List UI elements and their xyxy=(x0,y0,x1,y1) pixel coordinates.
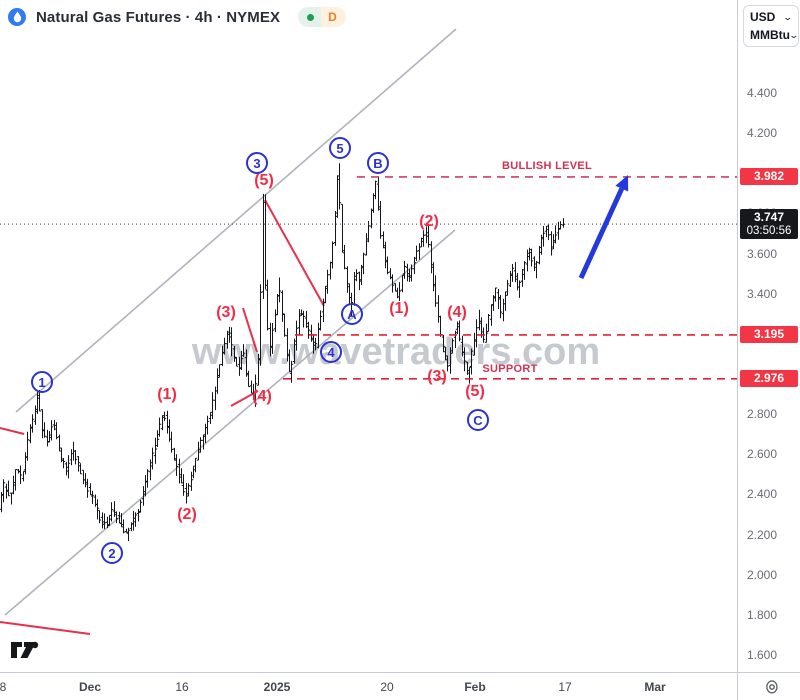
price-chart-canvas[interactable]: www.wavetraders.com xyxy=(0,0,737,672)
chevron-down-icon: ⌄ xyxy=(782,11,794,22)
elliott-wave-label: (4) xyxy=(447,304,467,321)
price-tick-label: 3.600 xyxy=(747,246,778,261)
unit-selector: USD ⌄ MMBtu ⌄ xyxy=(743,5,799,47)
elliott-wave-label: (2) xyxy=(177,506,197,523)
tradingview-logo[interactable] xyxy=(10,638,44,667)
red-trendline-segment[interactable] xyxy=(0,621,91,635)
chart-plot-area[interactable]: www.wavetraders.com (1) (2) (3) (4) (5) (1) (2… xyxy=(0,0,737,672)
bar-countdown: 03:50:56 xyxy=(746,225,792,238)
bullish-arrow-head xyxy=(615,175,629,192)
market-open-dot-icon xyxy=(307,13,315,21)
market-open-indicator xyxy=(298,7,322,27)
level-annotation-text: BULLISH LEVEL xyxy=(501,160,593,172)
elliott-wave-circle-label: A xyxy=(341,303,363,325)
elliott-wave-label: (3) xyxy=(216,304,236,321)
elliott-wave-label: (1) xyxy=(389,300,409,317)
current-price-value: 3.747 xyxy=(753,210,785,225)
ohlc-bars[interactable] xyxy=(0,163,566,542)
natural-gas-symbol-icon xyxy=(8,8,26,26)
gear-icon[interactable] xyxy=(762,677,782,697)
elliott-wave-circle-label: 4 xyxy=(320,341,342,363)
symbol-title[interactable]: Natural Gas Futures · 4h · NYMEX xyxy=(36,8,281,26)
currency-value: USD xyxy=(750,10,776,24)
level-annotation-text: SUPPORT xyxy=(482,363,538,375)
price-tick-label: 2.400 xyxy=(747,487,778,502)
elliott-wave-circle-label: C xyxy=(467,409,489,431)
price-tick-label: 1.800 xyxy=(747,607,778,622)
alert-price-badge[interactable]: 3.982 xyxy=(740,168,798,186)
time-tick-label: 20 xyxy=(380,680,394,694)
symbol-header[interactable]: Natural Gas Futures · 4h · NYMEX D xyxy=(8,7,346,27)
unit-select[interactable]: MMBtu ⌄ xyxy=(744,28,800,46)
current-price-badge[interactable]: 3.747 03:50:56 xyxy=(740,209,798,240)
watermark: www.wavetraders.com xyxy=(191,331,600,373)
red-trendline-segment[interactable] xyxy=(242,307,258,353)
alert-price-badge[interactable]: 3.195 xyxy=(740,326,798,344)
trend-channel-line[interactable] xyxy=(15,28,457,413)
timeframe-badge: D xyxy=(321,7,346,27)
elliott-wave-label: (1) xyxy=(157,386,177,403)
alert-price-badge[interactable]: 2.976 xyxy=(740,370,798,388)
axis-corner-divider xyxy=(737,673,738,700)
price-tick-label: 1.600 xyxy=(747,647,778,662)
time-axis[interactable]: 8 Dec 16 2025 20 Feb 17 Mar xyxy=(0,672,800,700)
price-tick-label: 4.400 xyxy=(747,86,778,100)
unit-value: MMBtu xyxy=(750,28,790,42)
trend-channel-line[interactable] xyxy=(4,229,456,616)
elliott-wave-circle-label: B xyxy=(367,152,389,174)
chevron-down-icon: ⌄ xyxy=(788,29,800,40)
elliott-wave-circle-label: 2 xyxy=(101,542,123,564)
price-axis[interactable]: USD ⌄ MMBtu ⌄ 4.4004.2003.8003.6003.4002… xyxy=(737,0,800,672)
bullish-arrow[interactable] xyxy=(578,187,625,280)
time-tick-label: 2025 xyxy=(263,680,291,694)
market-status-pill[interactable]: D xyxy=(298,7,346,27)
price-tick-label: 4.200 xyxy=(747,126,778,141)
time-tick-label: 17 xyxy=(558,680,572,694)
elliott-wave-label: (5) xyxy=(254,172,274,189)
currency-select[interactable]: USD ⌄ xyxy=(744,6,798,28)
elliott-wave-circle-label: 3 xyxy=(246,152,268,174)
elliott-wave-label: (4) xyxy=(252,388,272,405)
time-tick-label: 16 xyxy=(175,680,189,694)
elliott-wave-label: (5) xyxy=(465,383,485,400)
elliott-wave-label: (2) xyxy=(419,213,439,230)
price-tick-label: 3.400 xyxy=(747,286,778,301)
time-tick-label: 8 xyxy=(0,680,7,694)
price-tick-label: 2.000 xyxy=(747,567,778,582)
time-tick-label: Mar xyxy=(644,680,666,694)
elliott-wave-label: (3) xyxy=(427,368,447,385)
elliott-wave-circle-label: 5 xyxy=(329,137,351,159)
red-trendline-segment[interactable] xyxy=(0,427,25,435)
elliott-wave-circle-label: 1 xyxy=(31,371,53,393)
time-tick-label: Feb xyxy=(464,680,486,694)
price-tick-label: 2.200 xyxy=(747,527,778,542)
time-tick-label: Dec xyxy=(78,680,102,694)
price-tick-label: 2.600 xyxy=(747,447,778,462)
red-trendline-segment[interactable] xyxy=(264,199,325,307)
price-tick-label: 2.800 xyxy=(747,407,778,422)
